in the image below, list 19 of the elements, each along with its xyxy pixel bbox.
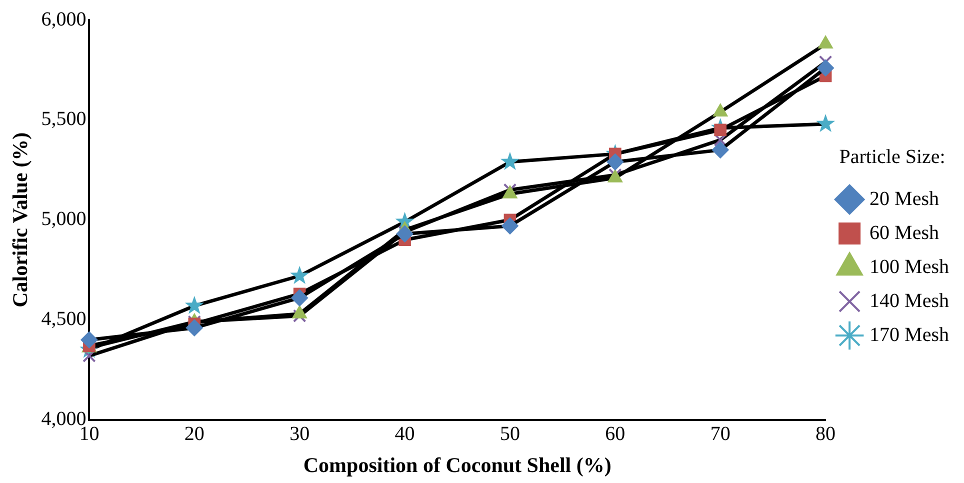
x-tick-label: 70 xyxy=(710,423,730,446)
legend-title: Particle Size: xyxy=(839,146,946,168)
x-tick-label: 80 xyxy=(816,423,836,446)
y-tick-label: 6,000 xyxy=(41,8,86,30)
x-tick-label: 20 xyxy=(184,423,204,446)
x-axis-title: Composition of Coconut Shell (%) xyxy=(303,452,612,477)
legend-label: 100 Mesh xyxy=(870,256,950,278)
y-axis-title: Calorific Value (%) xyxy=(8,132,32,308)
legend-label: 20 Mesh xyxy=(870,188,940,210)
x-tick-label: 50 xyxy=(500,423,520,446)
x-tick-label: 40 xyxy=(394,423,415,446)
x-tick-label: 60 xyxy=(605,423,626,446)
x-tick-label: 30 xyxy=(290,423,310,446)
legend-label: 170 Mesh xyxy=(870,324,950,346)
y-tick-label: 4,500 xyxy=(41,308,86,330)
legend-label: 60 Mesh xyxy=(870,222,940,244)
legend-label: 140 Mesh xyxy=(870,290,950,312)
y-tick-label: 5,000 xyxy=(41,208,86,230)
y-tick-label: 5,500 xyxy=(41,108,86,130)
